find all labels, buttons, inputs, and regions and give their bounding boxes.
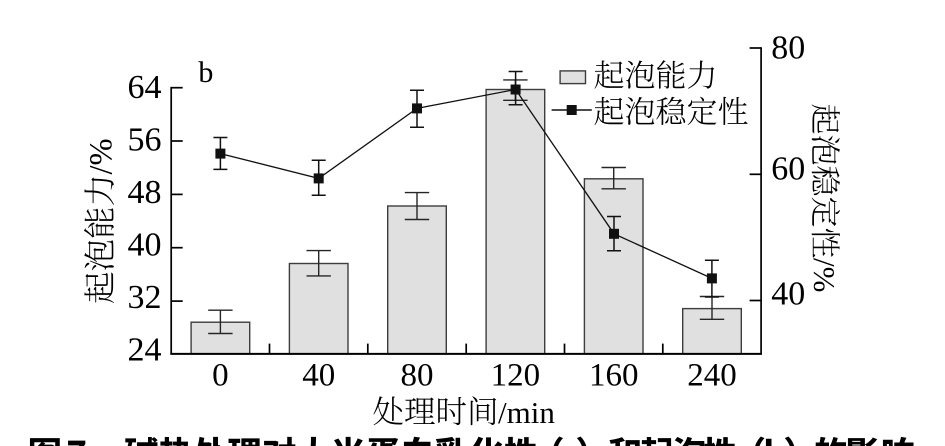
svg-text:/%: /%: [807, 258, 842, 292]
svg-text:24: 24: [128, 331, 162, 368]
svg-text:160: 160: [589, 357, 639, 393]
svg-text:64: 64: [128, 69, 162, 106]
svg-text:60: 60: [771, 151, 805, 188]
svg-text:240: 240: [687, 357, 737, 393]
svg-text:120: 120: [491, 357, 541, 393]
svg-text:b: b: [198, 56, 213, 89]
svg-text:/%: /%: [84, 138, 120, 174]
svg-text:40: 40: [128, 227, 162, 264]
svg-text:80: 80: [771, 30, 805, 67]
svg-text:/min: /min: [498, 395, 555, 430]
svg-text:32: 32: [128, 279, 162, 316]
svg-text:40: 40: [302, 357, 335, 393]
svg-text:40: 40: [771, 275, 805, 312]
svg-text:48: 48: [128, 174, 162, 211]
svg-text:56: 56: [128, 122, 162, 159]
svg-text:80: 80: [401, 357, 434, 393]
svg-text:0: 0: [212, 357, 229, 393]
